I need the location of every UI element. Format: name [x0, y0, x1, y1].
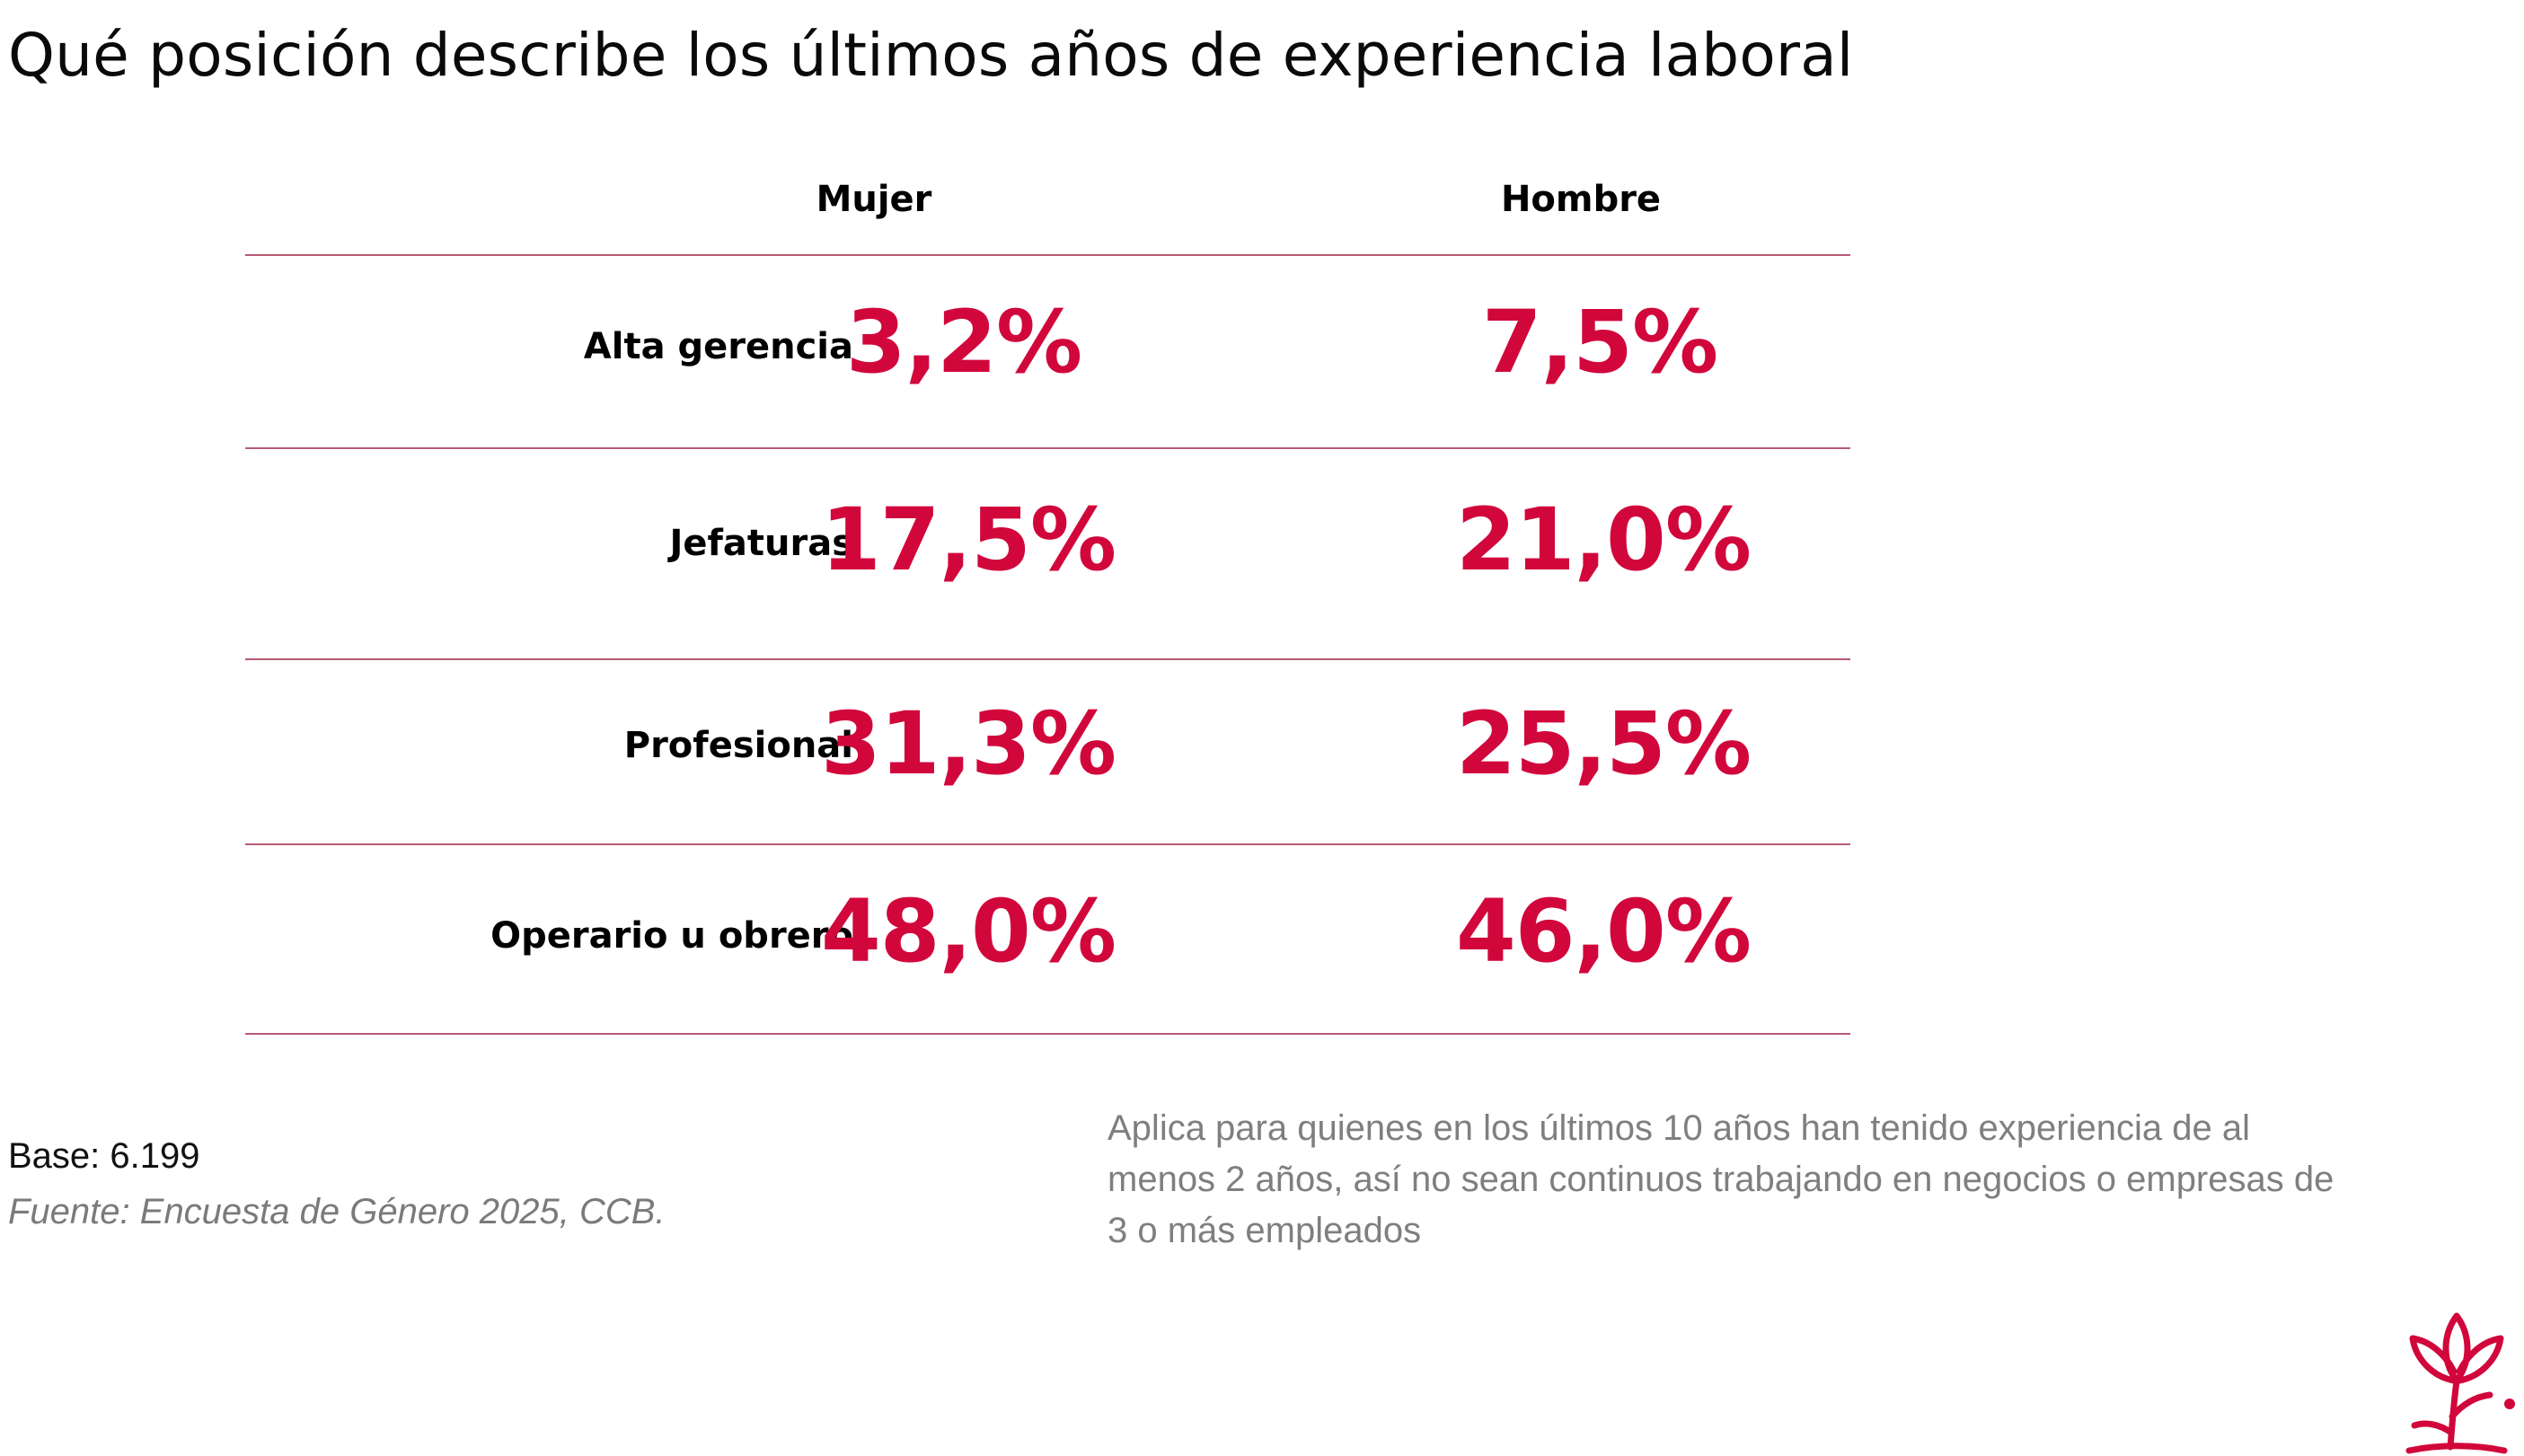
column-header-hombre: Hombre	[1500, 179, 1662, 220]
row-label-profesional: Profesional	[623, 725, 853, 766]
base-count: Base: 6.199	[8, 1136, 200, 1176]
table-row: Jefaturas 17,5% 21,0%	[245, 449, 1850, 658]
value-hombre-jefaturas: 21,0%	[1455, 490, 1752, 590]
table-rule	[245, 1033, 1850, 1035]
value-mujer-alta-gerencia: 3,2%	[845, 292, 1082, 393]
row-label-operario: Operario u obrero	[490, 915, 853, 957]
row-label-jefaturas: Jefaturas	[669, 523, 853, 564]
value-mujer-operario: 48,0%	[820, 881, 1116, 982]
table-row: Operario u obrero 48,0% 46,0%	[245, 845, 1850, 1033]
tulip-flower-logo-icon	[2405, 1312, 2515, 1454]
page-title: Qué posición describe los últimos años d…	[8, 21, 1854, 90]
row-label-alta-gerencia: Alta gerencia	[583, 326, 853, 367]
table-rule	[245, 254, 1850, 256]
value-mujer-jefaturas: 17,5%	[820, 490, 1116, 590]
table-rule	[245, 658, 1850, 660]
table-rule	[245, 447, 1850, 449]
value-hombre-operario: 46,0%	[1455, 881, 1752, 982]
footnote: Aplica para quienes en los últimos 10 añ…	[1108, 1108, 2334, 1250]
column-header-mujer: Mujer	[816, 179, 932, 220]
source-citation: Fuente: Encuesta de Género 2025, CCB.	[8, 1192, 666, 1231]
table-row: Alta gerencia 3,2% 7,5%	[245, 256, 1850, 447]
value-mujer-profesional: 31,3%	[820, 693, 1116, 794]
table-row: Profesional 31,3% 25,5%	[245, 660, 1850, 843]
table-rule	[245, 843, 1850, 845]
value-hombre-profesional: 25,5%	[1455, 693, 1752, 794]
value-hombre-alta-gerencia: 7,5%	[1481, 292, 1718, 393]
